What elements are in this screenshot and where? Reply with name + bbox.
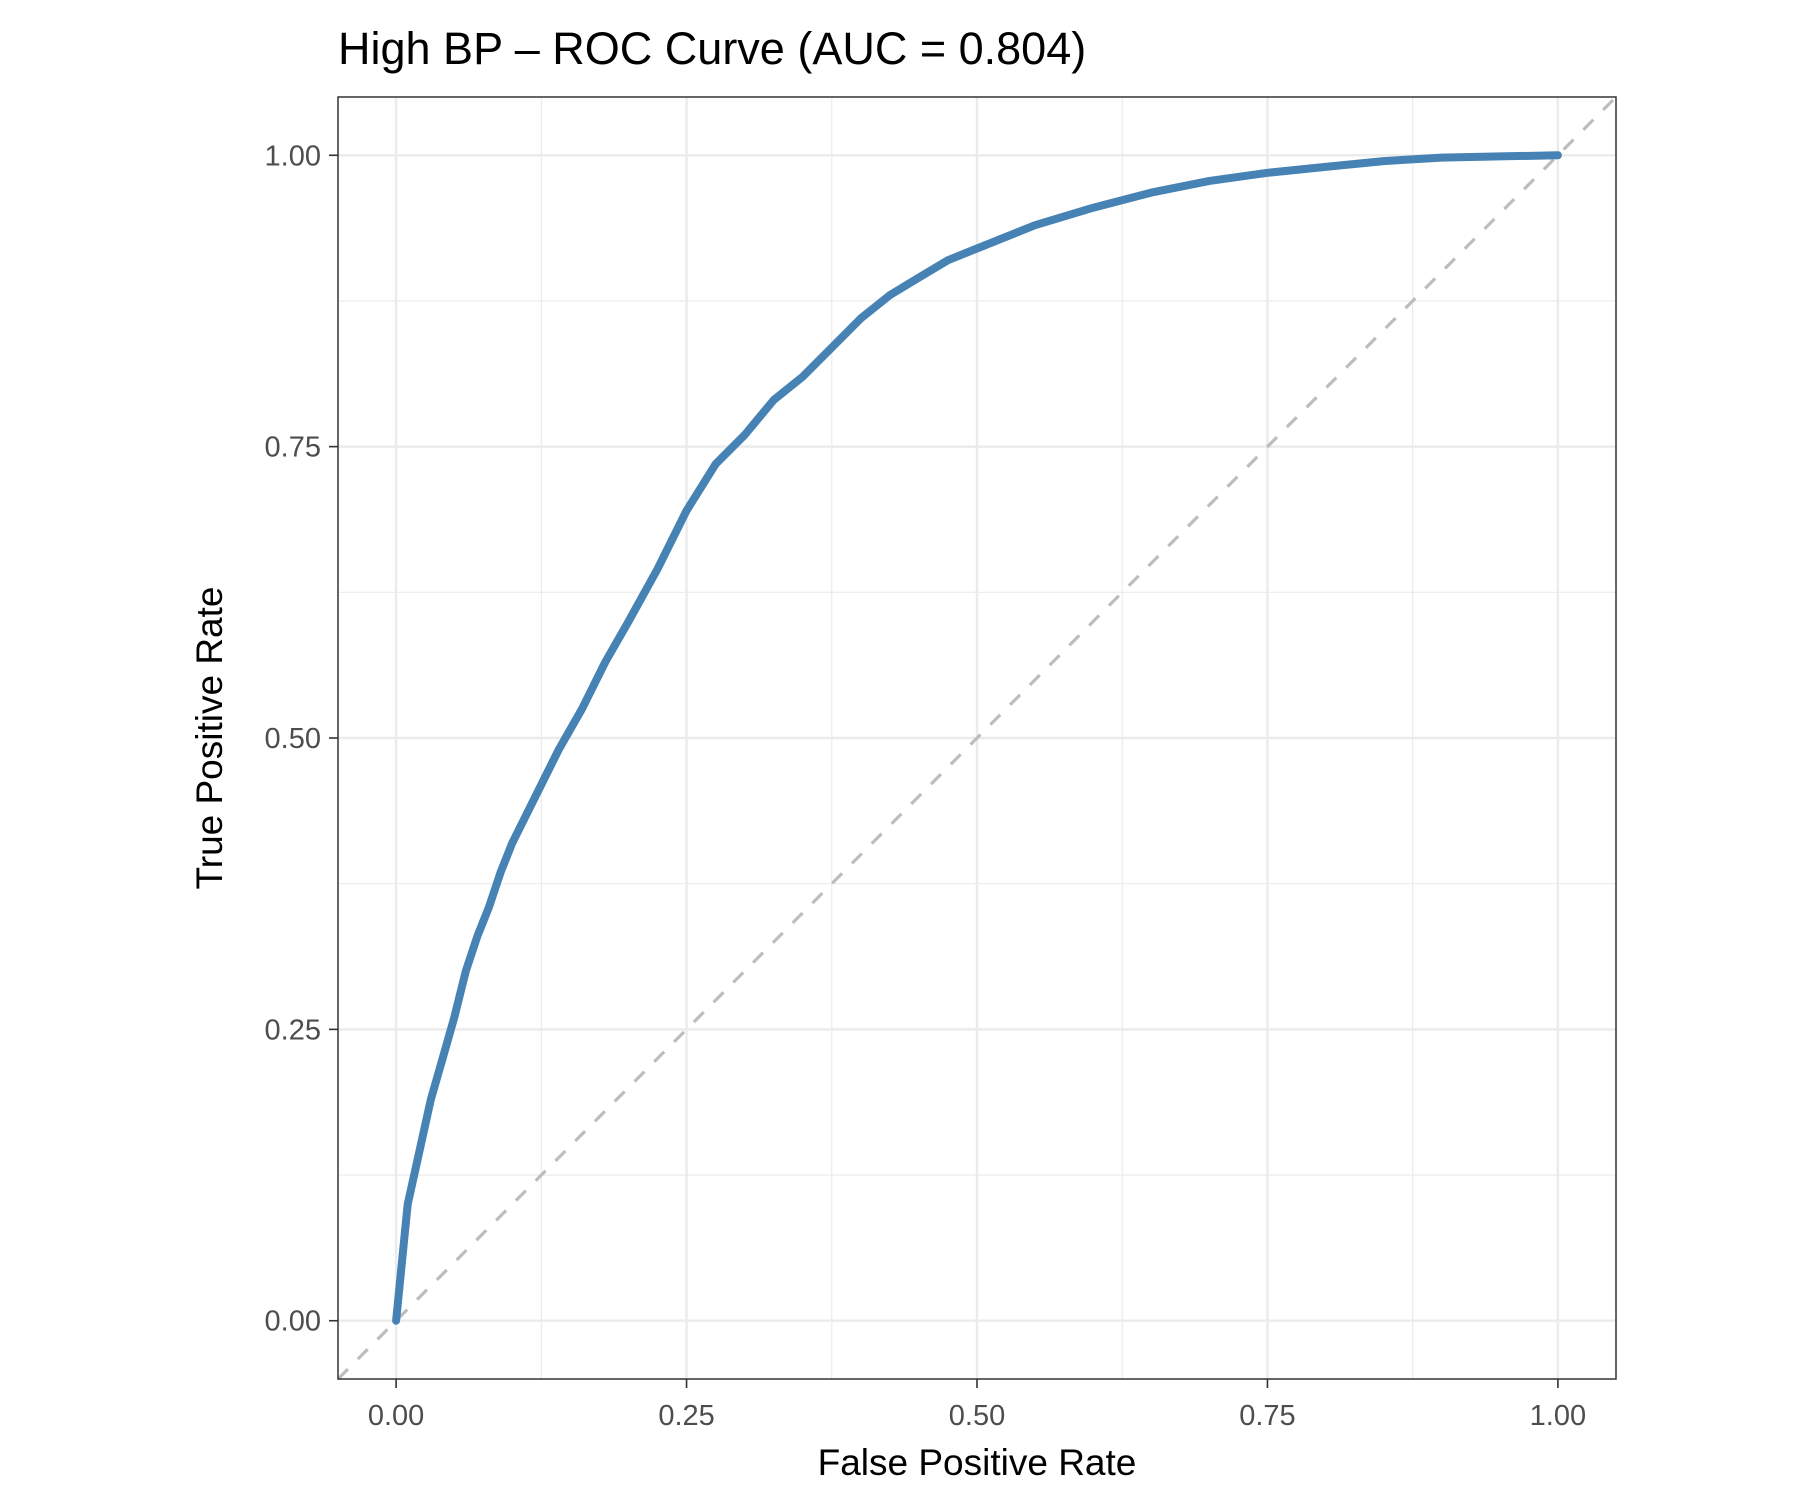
x-axis: 0.00 0.25 0.50 0.75 1.00 — [368, 1379, 1586, 1432]
reference-diagonal — [336, 95, 1618, 1381]
y-tick-label: 0.50 — [265, 723, 321, 755]
roc-curve — [392, 151, 1562, 1325]
chart-title: High BP – ROC Curve (AUC = 0.804) — [338, 23, 1086, 74]
y-axis-title: True Positive Rate — [189, 587, 230, 890]
x-tick-label: 0.75 — [1239, 1400, 1295, 1432]
y-axis: 0.00 0.25 0.50 0.75 1.00 — [265, 140, 338, 1338]
roc-curve-line — [392, 151, 1562, 1325]
x-tick-label: 0.50 — [949, 1400, 1005, 1432]
x-tick-label: 0.00 — [368, 1400, 424, 1432]
reference-line — [336, 95, 1618, 1381]
y-tick-label: 0.00 — [265, 1306, 321, 1338]
y-tick-label: 1.00 — [265, 140, 321, 172]
y-tick-label: 0.75 — [265, 432, 321, 464]
x-tick-label: 0.25 — [658, 1400, 714, 1432]
x-axis-title: False Positive Rate — [818, 1442, 1137, 1483]
y-tick-label: 0.25 — [265, 1014, 321, 1046]
x-tick-label: 1.00 — [1530, 1400, 1586, 1432]
